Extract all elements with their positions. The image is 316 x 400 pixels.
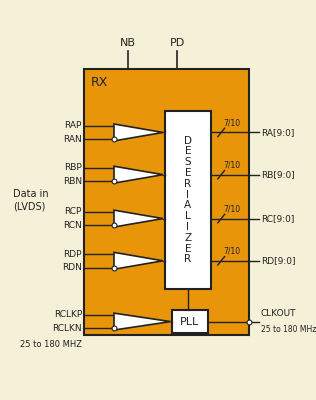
Text: RDN: RDN [62,263,82,272]
Text: 25 to 180 MHZ: 25 to 180 MHZ [20,340,82,349]
Text: RC[9:0]: RC[9:0] [261,214,294,223]
Text: RBP: RBP [64,164,82,172]
Text: 7/10: 7/10 [223,204,240,214]
Polygon shape [114,166,163,183]
FancyBboxPatch shape [165,111,211,289]
Text: RDP: RDP [64,250,82,258]
Text: RCLKP: RCLKP [54,310,82,319]
Text: 25 to 180 MHz: 25 to 180 MHz [261,325,316,334]
Text: RCN: RCN [63,221,82,230]
Text: Data in
(LVDS): Data in (LVDS) [13,189,48,211]
Text: 7/10: 7/10 [223,247,240,256]
Text: CLKOUT: CLKOUT [261,309,296,318]
Polygon shape [114,210,163,227]
Text: RCLKN: RCLKN [52,324,82,333]
Text: 7/10: 7/10 [223,161,240,170]
Text: D
E
S
E
R
I
A
L
I
Z
E
R: D E S E R I A L I Z E R [184,136,192,264]
Polygon shape [114,252,163,269]
Text: 7/10: 7/10 [223,118,240,127]
Text: RAP: RAP [64,121,82,130]
Text: RD[9:0]: RD[9:0] [261,256,295,265]
Text: PLL: PLL [180,316,200,326]
Text: RB[9:0]: RB[9:0] [261,170,295,179]
Text: RAN: RAN [63,135,82,144]
FancyBboxPatch shape [172,310,208,334]
Text: RA[9:0]: RA[9:0] [261,128,294,137]
Text: RX: RX [91,76,109,89]
Text: RBN: RBN [63,177,82,186]
Text: NB: NB [120,38,136,48]
Text: RCP: RCP [64,207,82,216]
Polygon shape [114,124,163,141]
Text: PD: PD [170,38,185,48]
Polygon shape [114,313,171,330]
FancyBboxPatch shape [84,69,249,335]
